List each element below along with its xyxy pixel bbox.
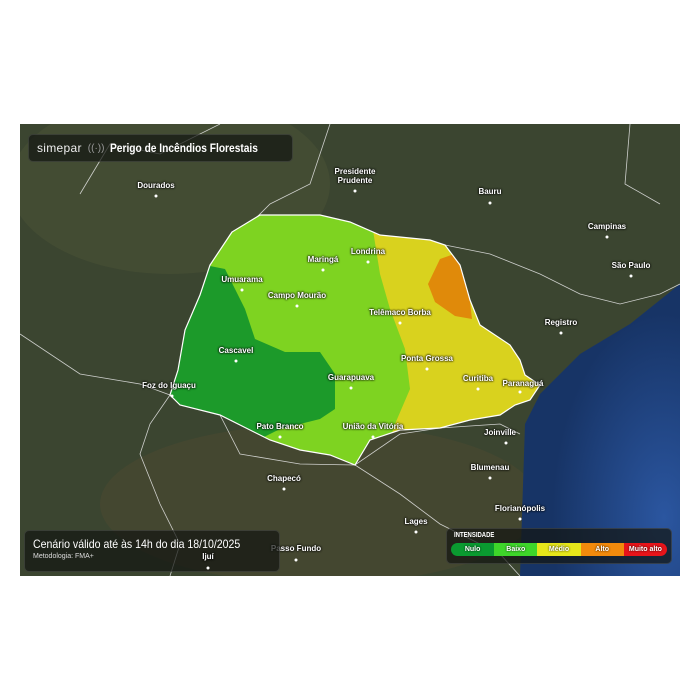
methodology-text: Metodologia: FMA+	[33, 553, 94, 560]
zone-nulo	[170, 264, 335, 439]
validity-panel: Cenário válido até às 14h do dia 18/10/2…	[24, 530, 280, 572]
validity-text: Cenário válido até às 14h do dia 18/10/2…	[33, 537, 241, 551]
map-title: Perigo de Incêndios Florestais	[110, 141, 259, 155]
map-canvas	[20, 124, 680, 576]
fire-danger-map[interactable]: Dourados Presidente Prudente Bauru Campi…	[20, 124, 680, 576]
legend-bar: Nulo Baixo Médio Alto Muito alto	[451, 543, 667, 556]
title-panel: simepar ((·)) Perigo de Incêndios Flores…	[28, 134, 294, 162]
simepar-logo: simepar	[37, 141, 82, 155]
legend-item-muito-alto: Muito alto	[623, 543, 667, 556]
ocean	[520, 284, 680, 576]
signal-waves-icon: ((·))	[87, 142, 105, 154]
legend-item-alto: Alto	[580, 543, 624, 556]
legend-item-nulo: Nulo	[451, 543, 495, 556]
legend-item-medio: Médio	[537, 543, 581, 556]
legend-title: INTENSIDADE	[454, 532, 495, 539]
legend-item-baixo: Baixo	[494, 543, 538, 556]
legend: INTENSIDADE Nulo Baixo Médio Alto Muito …	[446, 528, 672, 564]
